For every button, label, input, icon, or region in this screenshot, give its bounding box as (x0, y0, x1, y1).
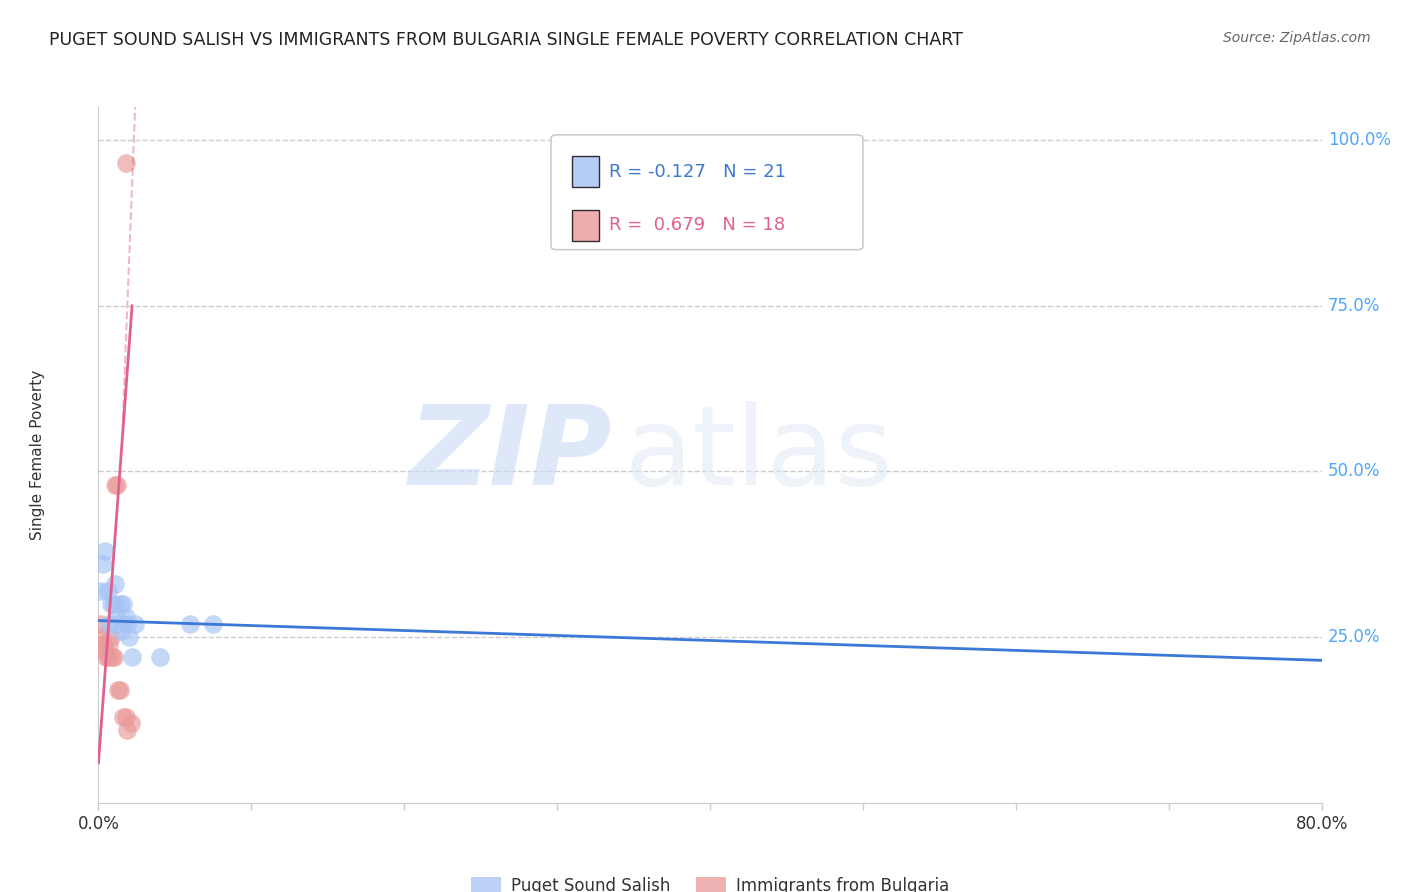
Point (115, 610, 138, 624)
Point (115, 709, 138, 723)
Point (98, 637, 121, 651)
FancyBboxPatch shape (551, 135, 863, 250)
Point (111, 709, 134, 723)
Point (97, 583, 120, 598)
Text: 75.0%: 75.0% (1327, 297, 1381, 315)
Point (117, 723, 139, 737)
Point (90, 630, 112, 644)
Text: 25.0%: 25.0% (1327, 628, 1381, 646)
Point (117, 616, 139, 631)
Text: ZIP: ZIP (409, 401, 612, 508)
Point (121, 650, 143, 665)
Point (118, 630, 141, 644)
Text: PUGET SOUND SALISH VS IMMIGRANTS FROM BULGARIA SINGLE FEMALE POVERTY CORRELATION: PUGET SOUND SALISH VS IMMIGRANTS FROM BU… (49, 31, 963, 49)
Point (104, 577, 127, 591)
Point (91, 637, 114, 651)
Point (89, 616, 111, 631)
Point (107, 616, 129, 631)
Point (104, 477, 127, 491)
Point (103, 650, 125, 665)
Point (103, 597, 125, 611)
Point (149, 650, 172, 665)
Legend: Puget Sound Salish, Immigrants from Bulgaria: Puget Sound Salish, Immigrants from Bulg… (464, 871, 956, 892)
Point (101, 650, 124, 665)
Text: Single Female Poverty: Single Female Poverty (30, 370, 45, 540)
Text: R =  0.679   N = 18: R = 0.679 N = 18 (609, 217, 785, 235)
Point (111, 597, 134, 611)
Point (100, 630, 122, 644)
Text: Source: ZipAtlas.com: Source: ZipAtlas.com (1223, 31, 1371, 45)
Point (108, 597, 131, 611)
Point (115, 156, 138, 170)
Point (98, 616, 121, 631)
FancyBboxPatch shape (572, 156, 599, 187)
Point (108, 683, 131, 698)
Text: R = -0.127   N = 21: R = -0.127 N = 21 (609, 162, 786, 181)
Point (93, 544, 115, 558)
Point (94, 650, 117, 665)
Point (120, 716, 142, 731)
Text: 100.0%: 100.0% (1327, 131, 1391, 149)
Point (105, 477, 128, 491)
Point (107, 683, 129, 698)
Point (179, 616, 201, 631)
Point (97, 650, 120, 665)
Point (124, 616, 146, 631)
Point (93, 643, 115, 657)
Point (100, 597, 122, 611)
Point (110, 624, 132, 638)
Text: 50.0%: 50.0% (1327, 462, 1381, 481)
Point (105, 610, 128, 624)
Point (91, 558, 114, 572)
Point (89, 583, 111, 598)
FancyBboxPatch shape (572, 210, 599, 241)
Point (202, 616, 225, 631)
Text: atlas: atlas (624, 401, 893, 508)
